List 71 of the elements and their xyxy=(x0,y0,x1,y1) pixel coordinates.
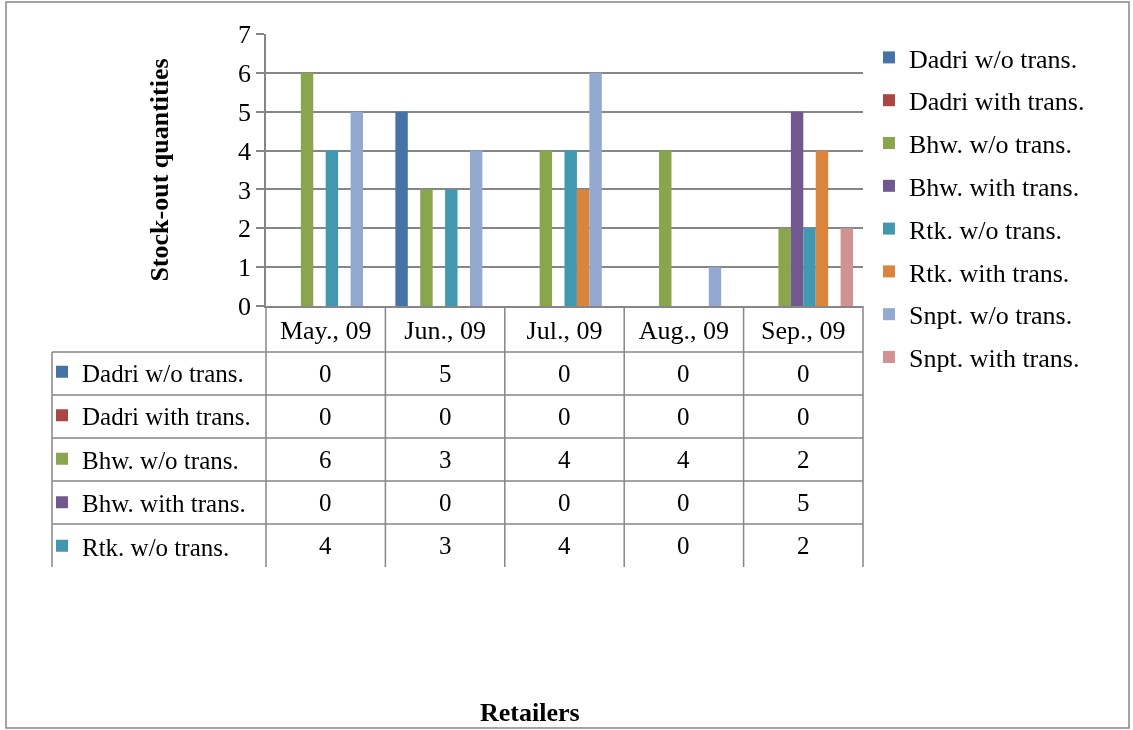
bar xyxy=(790,111,804,306)
legend-label: Rtk. w/o trans. xyxy=(908,215,1063,245)
data-label: 0 xyxy=(797,360,810,387)
bar xyxy=(659,150,672,306)
data-label: 0 xyxy=(677,489,690,516)
data-label: 0 xyxy=(319,403,332,430)
data-label: 0 xyxy=(677,360,690,387)
text: Retailers xyxy=(480,698,580,727)
bar xyxy=(576,189,590,306)
bar xyxy=(395,111,408,306)
bar xyxy=(803,228,816,306)
y-tick-label: 7 xyxy=(238,20,252,50)
y-tick-label: 4 xyxy=(238,136,252,166)
x-tick-label: Jul., 09 xyxy=(526,315,603,345)
data-label: 0 xyxy=(439,403,452,430)
x-tick-label: Sep., 09 xyxy=(761,315,846,345)
legend-label: Snpt. with trans. xyxy=(908,344,1080,374)
text: Bhw. w/o trans. xyxy=(82,446,239,474)
legend-label: Dadri with trans. xyxy=(908,87,1085,117)
data-label: 0 xyxy=(558,360,571,387)
text: Dadri w/o trans. xyxy=(908,44,1078,74)
y-tick-label: 2 xyxy=(238,214,252,244)
data-label: 4 xyxy=(558,446,571,473)
data-label: 4 xyxy=(558,532,571,559)
data-label: 0 xyxy=(319,360,332,387)
bar xyxy=(325,150,339,306)
data-label: 4 xyxy=(677,446,690,473)
bar xyxy=(589,72,602,306)
bar xyxy=(708,267,722,306)
data-label: 5 xyxy=(439,360,452,387)
x-tick-label: Aug., 09 xyxy=(638,315,730,345)
legend-label: Bhw. w/o trans. xyxy=(908,130,1072,160)
bar xyxy=(815,150,829,306)
data-label: 2 xyxy=(797,532,810,559)
data-label: 2 xyxy=(797,446,810,473)
data-label: 0 xyxy=(319,489,332,516)
data-label: 0 xyxy=(558,489,571,516)
bar xyxy=(420,189,433,306)
data-label: 0 xyxy=(677,532,690,559)
legend-label: Dadri w/o trans. xyxy=(82,359,244,387)
bar xyxy=(778,228,791,306)
data-label: 5 xyxy=(797,489,810,516)
legend-label: Bhw. with trans. xyxy=(908,172,1080,202)
data-label: 4 xyxy=(319,532,332,559)
bar xyxy=(445,189,458,306)
text: Rtk. w/o trans. xyxy=(82,533,230,561)
bar xyxy=(350,111,363,306)
legend-label: Snpt. w/o trans. xyxy=(908,301,1073,331)
bar xyxy=(840,228,854,306)
bar xyxy=(539,150,553,306)
y-tick-label: 0 xyxy=(238,292,252,322)
data-label: 0 xyxy=(558,403,571,430)
data-label: 0 xyxy=(677,403,690,430)
y-tick-label: 5 xyxy=(238,97,252,127)
data-label: 3 xyxy=(439,532,452,559)
legend-label: Rtk. with trans. xyxy=(908,258,1070,288)
bar xyxy=(564,150,577,306)
data-label: 6 xyxy=(319,446,332,473)
x-tick-label: May., 09 xyxy=(279,315,372,345)
x-tick-label: Jun., 09 xyxy=(404,315,486,345)
bar xyxy=(469,150,483,306)
data-label: 0 xyxy=(439,489,452,516)
y-tick-label: 6 xyxy=(238,58,252,88)
text: Bhw. with trans. xyxy=(82,490,246,517)
data-label: 0 xyxy=(797,403,810,430)
y-tick-label: 1 xyxy=(238,253,252,283)
y-axis-title: Stock-out quantities xyxy=(144,58,174,282)
data-label: 3 xyxy=(439,446,452,473)
text: Dadri with trans. xyxy=(82,403,251,430)
y-tick-label: 3 xyxy=(238,175,252,205)
bar xyxy=(300,72,314,306)
